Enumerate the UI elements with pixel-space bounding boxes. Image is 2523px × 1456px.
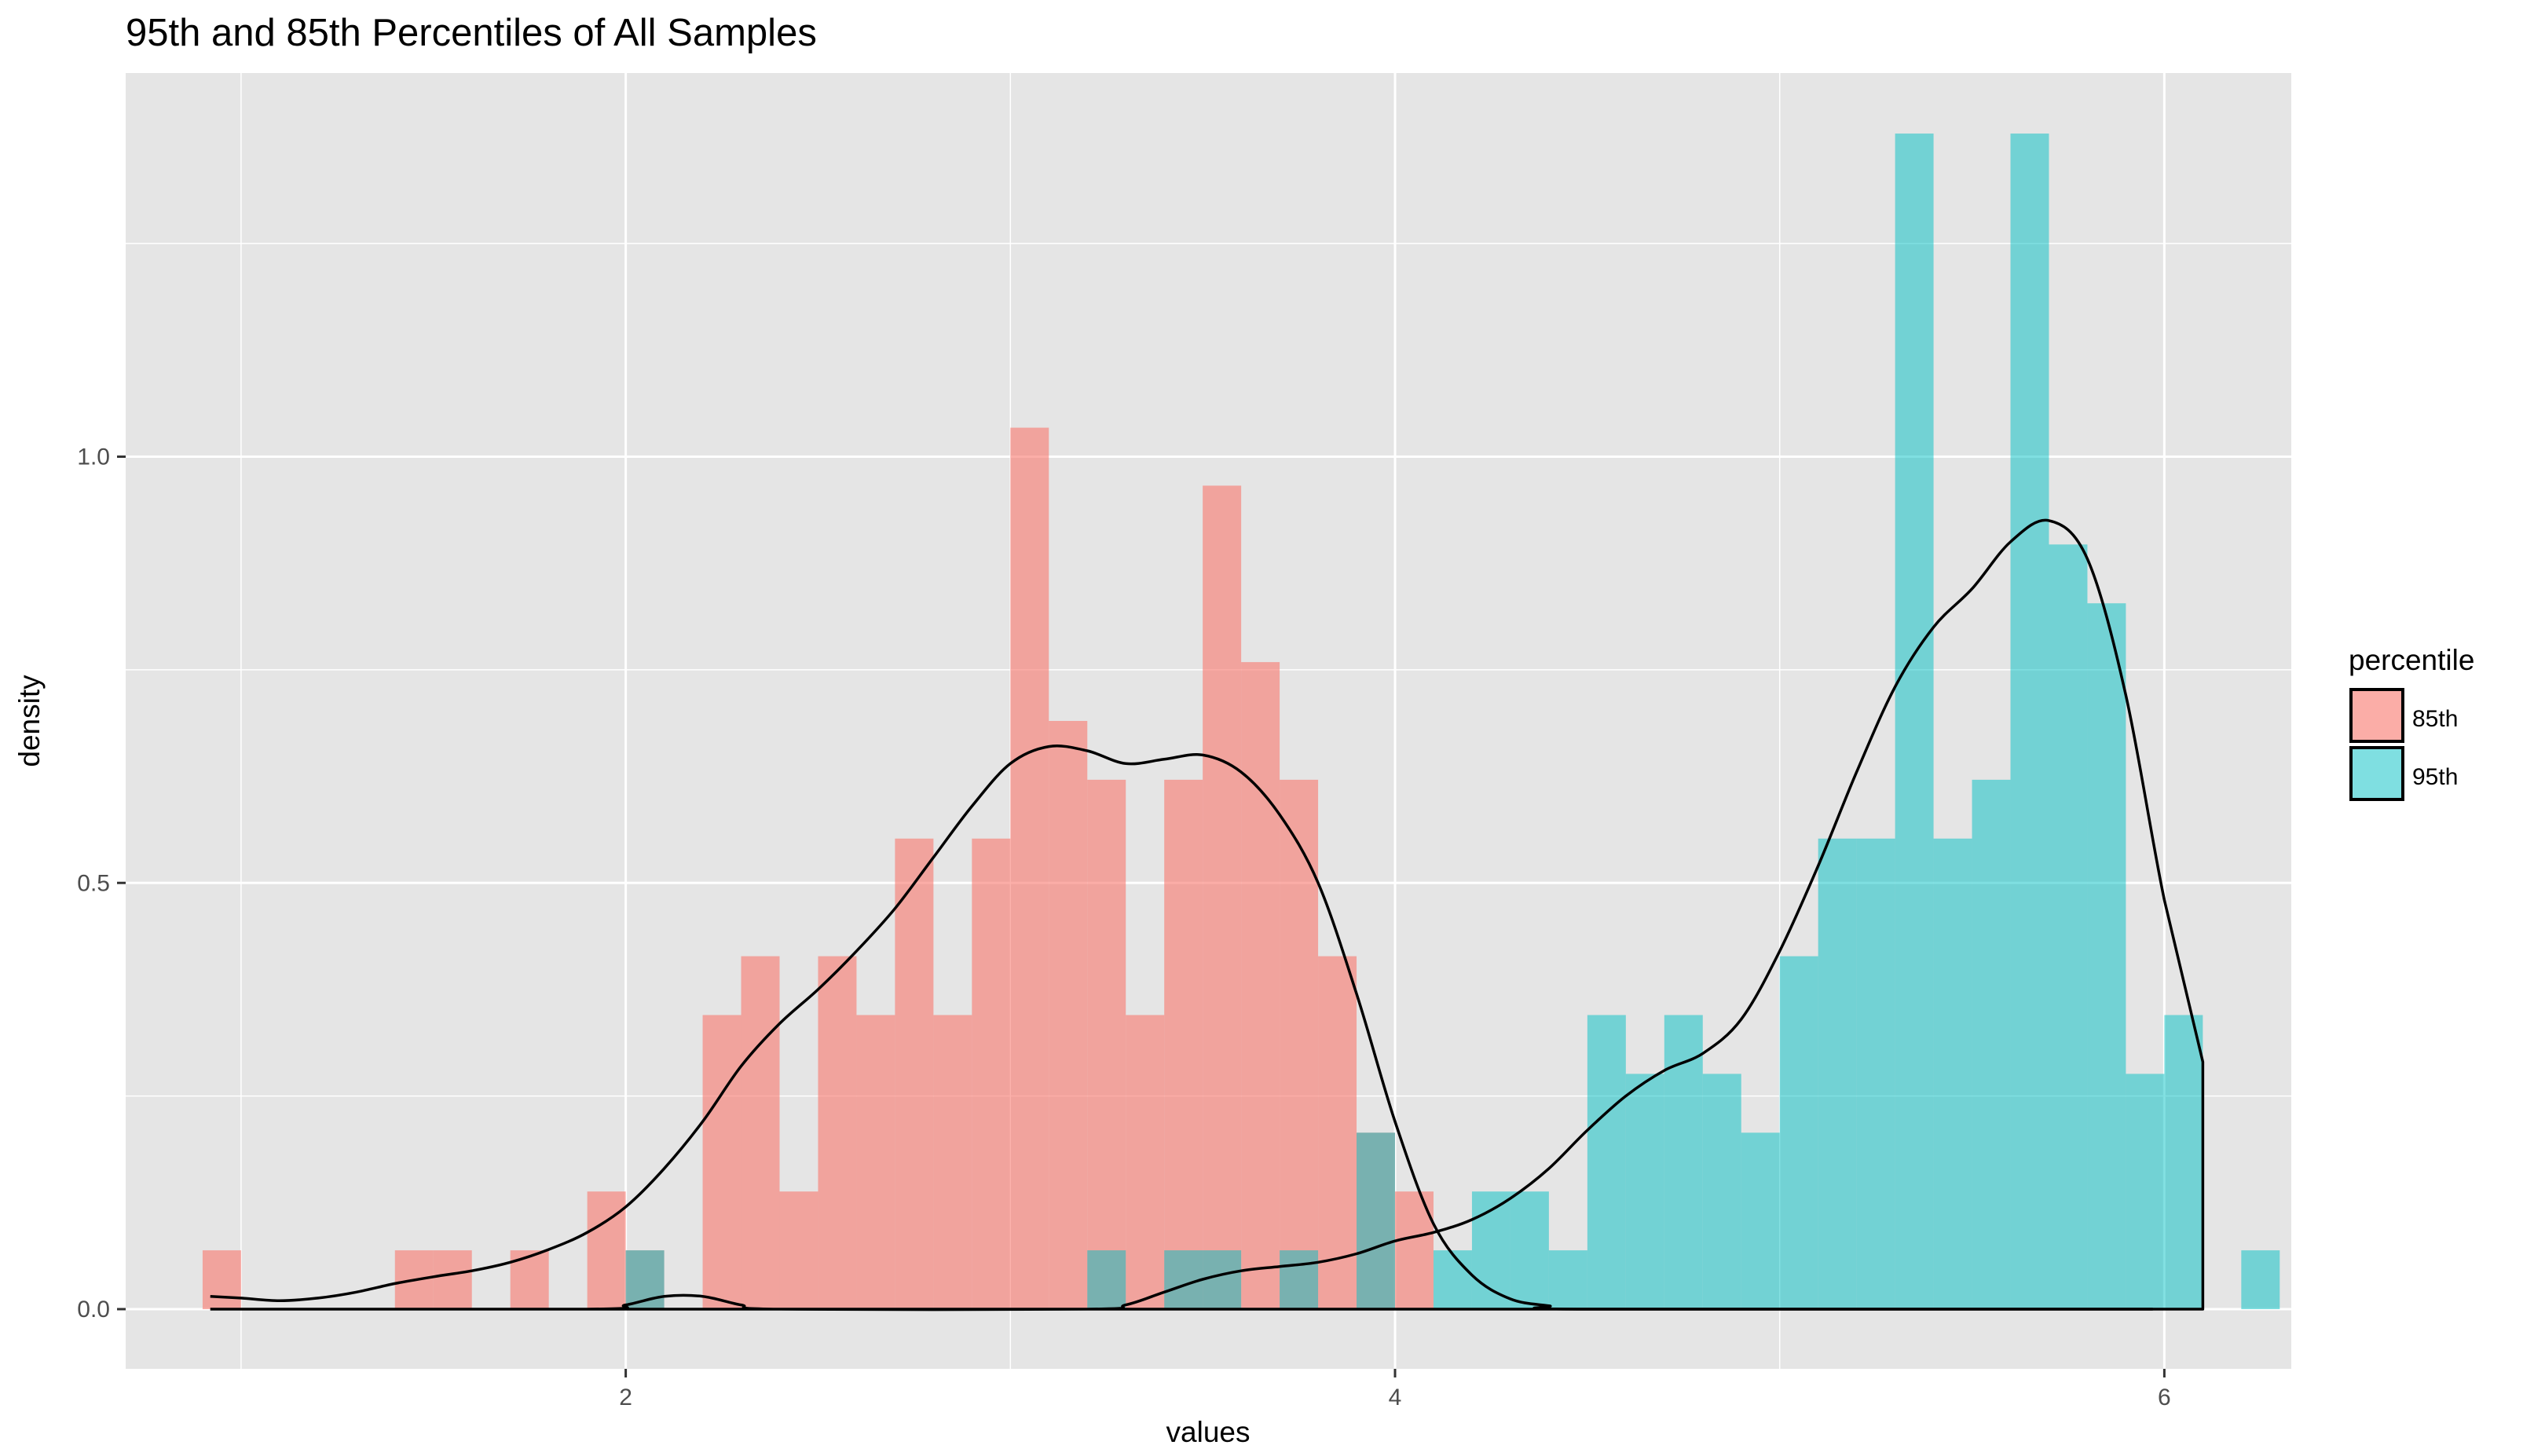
histogram-bar-85th — [1241, 662, 1280, 1310]
histogram-bar-85th — [1203, 485, 1242, 1310]
density-lines — [210, 518, 2205, 1311]
histogram-bar-95th — [2010, 134, 2049, 1310]
histogram-bar-85th — [933, 1015, 972, 1310]
legend: percentile 85th 95th — [2349, 644, 2474, 801]
chart-title: 95th and 85th Percentiles of All Samples — [126, 12, 817, 54]
y-tick-label: 0.5 — [77, 870, 110, 896]
histogram-bar-85th — [1049, 721, 1088, 1310]
histogram-bar-85th — [1280, 779, 1319, 1310]
histogram-bar-95th — [2241, 1250, 2280, 1310]
histogram-bar-95th — [1702, 1074, 1741, 1310]
legend-label-85th: 85th — [2412, 706, 2458, 732]
legend-label-95th: 95th — [2412, 764, 2458, 790]
histogram-bar-95th — [1548, 1250, 1587, 1310]
histogram-bar-85th — [818, 956, 857, 1310]
histogram-bar-95th — [1587, 1015, 1626, 1310]
x-axis-title: values — [1166, 1416, 1251, 1448]
histogram-bar-85th — [202, 1250, 241, 1310]
histogram-bar-85th — [702, 1015, 742, 1310]
x-axis: 2 4 6 — [619, 1369, 2171, 1410]
histogram-bar-95th — [1164, 1250, 1203, 1310]
histogram-bar-95th — [1895, 134, 1934, 1310]
histogram-bar-95th — [1087, 1250, 1126, 1310]
histogram-bar-95th — [1433, 1250, 1472, 1310]
histogram-bar-95th — [1779, 956, 1818, 1310]
legend-key-95th — [2349, 746, 2404, 801]
x-tick-label: 6 — [2158, 1385, 2171, 1410]
density-line-95th — [210, 518, 2205, 1311]
histogram-bar-95th — [1933, 838, 1972, 1310]
histogram-bar-85th — [972, 838, 1011, 1310]
histogram-bar-95th — [1664, 1015, 1703, 1310]
bars-95th — [625, 134, 2280, 1310]
histogram-bar-95th — [1972, 779, 2011, 1310]
histogram-bar-85th — [1318, 956, 1357, 1310]
histogram-bar-95th — [1625, 1074, 1664, 1310]
histogram-bar-85th — [1087, 779, 1126, 1310]
histogram-bar-85th — [433, 1250, 472, 1310]
histogram-bar-95th — [1818, 838, 1857, 1310]
histogram-bar-85th — [510, 1250, 549, 1310]
y-axis: 0.0 0.5 1.0 — [77, 444, 126, 1322]
legend-key-85th — [2349, 688, 2404, 743]
histogram-bar-85th — [779, 1191, 818, 1310]
x-tick-label: 4 — [1389, 1385, 1402, 1410]
histogram-bar-95th — [2126, 1074, 2165, 1310]
histogram-bar-95th — [1510, 1191, 1549, 1310]
histogram-bar-95th — [2164, 1015, 2203, 1310]
x-tick-label: 2 — [619, 1385, 632, 1410]
y-tick-label: 0.0 — [77, 1297, 110, 1322]
histogram-bar-95th — [1280, 1250, 1319, 1310]
y-tick-label: 1.0 — [77, 444, 110, 470]
histogram-bar-95th — [2049, 544, 2088, 1310]
histogram-bar-85th — [1010, 427, 1049, 1310]
histogram-bar-85th — [895, 838, 934, 1310]
legend-title: percentile — [2349, 644, 2474, 676]
histogram-bar-95th — [2087, 603, 2126, 1310]
histogram-bar-85th — [1126, 1015, 1165, 1310]
histogram-bar-95th — [1741, 1132, 1780, 1310]
histogram-bar-85th — [587, 1191, 626, 1310]
histogram-bar-95th — [1856, 838, 1895, 1310]
histogram-bar-85th — [741, 956, 780, 1310]
histogram-bar-95th — [1357, 1132, 1396, 1310]
histogram-bar-85th — [1164, 779, 1203, 1310]
bars-85th — [202, 427, 1434, 1310]
histogram-bar-85th — [856, 1015, 895, 1310]
density-line-85th — [210, 744, 2153, 1311]
y-axis-title: density — [13, 675, 46, 767]
histogram-bar-95th — [1203, 1250, 1242, 1310]
